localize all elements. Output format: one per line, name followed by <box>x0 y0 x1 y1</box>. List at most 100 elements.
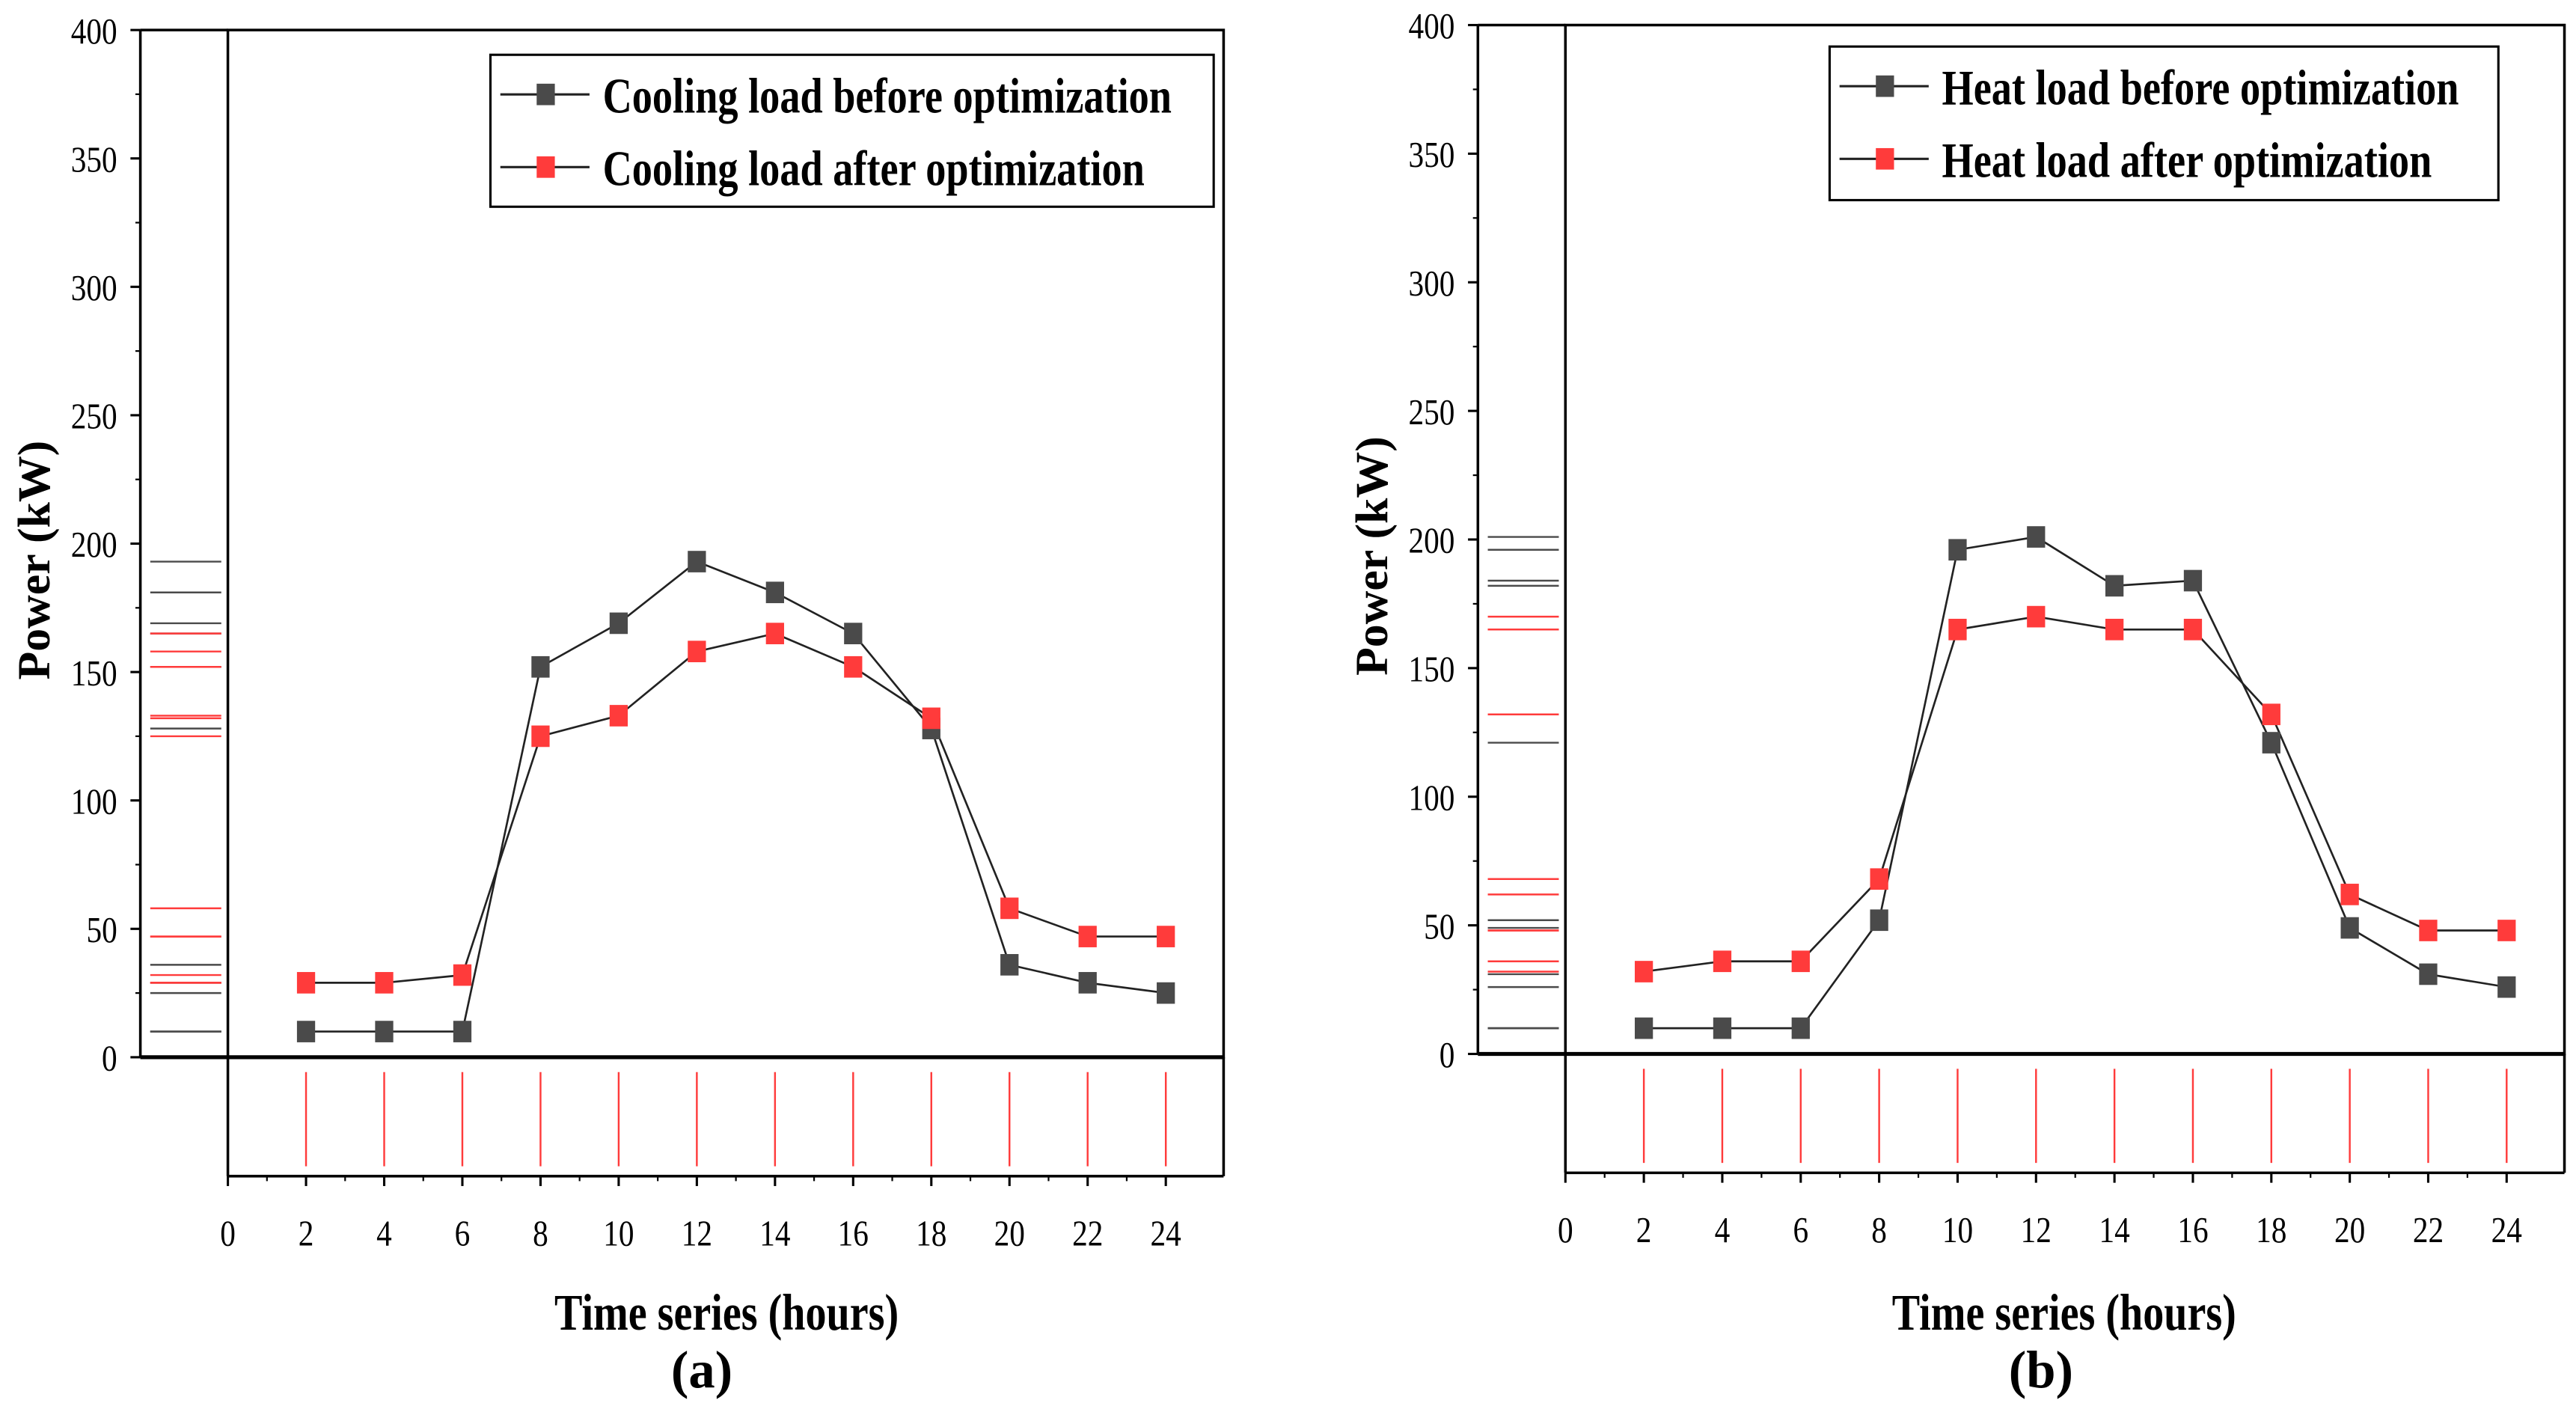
data-point-before <box>1791 1017 1810 1039</box>
x-tick-label: 18 <box>916 1213 946 1253</box>
x-tick-label: 0 <box>220 1213 236 1253</box>
legend-item: Heat load after optimization <box>1839 134 2432 189</box>
x-tick-label: 22 <box>1072 1213 1103 1253</box>
data-point-before <box>1000 954 1019 976</box>
y-tick-label: 400 <box>1409 6 1455 46</box>
data-point-after <box>296 972 316 994</box>
data-point-after <box>2419 920 2438 941</box>
legend-item: Cooling load after optimization <box>500 142 1145 197</box>
x-tick-label: 20 <box>2334 1210 2365 1250</box>
data-point-before <box>2419 963 2438 985</box>
x-tick-label: 8 <box>533 1213 548 1253</box>
x-tick-label: 10 <box>1942 1210 1973 1250</box>
legend-marker <box>1876 147 1894 170</box>
y-tick-label: 400 <box>71 11 117 52</box>
y-tick-label: 0 <box>1440 1035 1455 1075</box>
x-tick-label: 10 <box>603 1213 634 1253</box>
x-tick-label: 4 <box>376 1213 392 1253</box>
data-point-after <box>765 623 784 644</box>
data-point-after <box>688 641 706 663</box>
data-point-after <box>844 655 863 678</box>
y-tick-label: 350 <box>71 139 117 180</box>
x-tick-label: 0 <box>1558 1210 1573 1250</box>
data-point-after <box>922 707 940 730</box>
y-tick-label: 150 <box>1409 649 1455 689</box>
x-tick-label: 12 <box>2021 1210 2052 1250</box>
y-tick-label: 350 <box>1409 135 1455 175</box>
data-point-before <box>1157 982 1175 1004</box>
y-tick-label: 0 <box>102 1038 117 1078</box>
data-point-before <box>688 551 706 572</box>
legend-marker <box>1876 75 1894 97</box>
legend-item: Cooling load before optimization <box>500 70 1172 124</box>
legend-marker <box>536 156 555 178</box>
legend-item: Heat load before optimization <box>1839 61 2459 116</box>
data-point-after <box>1157 926 1175 947</box>
series-line-after <box>306 632 1166 984</box>
data-point-after <box>1791 950 1810 973</box>
series-line-before <box>1644 536 2507 1030</box>
x-tick-label: 6 <box>1793 1210 1808 1250</box>
data-point-before <box>1078 972 1097 994</box>
y-axis-label: Power (kW) <box>1347 436 1398 676</box>
data-point-before <box>453 1021 472 1042</box>
legend-box <box>489 53 1215 208</box>
data-point-after <box>2262 703 2280 726</box>
data-point-before <box>2262 732 2280 754</box>
y-tick-label: 50 <box>1424 906 1454 947</box>
data-point-after <box>2105 618 2124 641</box>
x-tick-label: 24 <box>1151 1213 1181 1253</box>
x-tick-label: 14 <box>759 1213 790 1253</box>
x-tick-label: 18 <box>2256 1210 2286 1250</box>
legend-label: Cooling load after optimization <box>603 142 1145 197</box>
data-point-after <box>1948 618 1967 641</box>
panel-label: (a) <box>671 1341 732 1399</box>
x-tick-label: 2 <box>299 1213 314 1253</box>
data-point-before <box>844 623 863 644</box>
y-tick-label: 300 <box>71 268 117 308</box>
data-point-before <box>1870 909 1888 932</box>
data-point-after <box>2497 920 2516 941</box>
data-point-before <box>609 612 628 635</box>
x-tick-label: 22 <box>2413 1210 2444 1250</box>
data-point-after <box>1634 961 1653 982</box>
legend: Heat load before optimization Heat load a… <box>1828 45 2500 201</box>
data-point-before <box>2183 569 2203 592</box>
data-point-after <box>2027 605 2046 628</box>
data-point-after <box>2340 884 2359 905</box>
data-point-after <box>1713 950 1732 973</box>
y-tick-label: 300 <box>1409 263 1455 304</box>
data-point-before <box>1634 1017 1653 1039</box>
data-point-before <box>375 1021 394 1042</box>
x-axis-label: Time series (hours) <box>1892 1284 2236 1342</box>
data-point-after <box>1000 897 1019 920</box>
data-point-after <box>609 705 628 727</box>
x-tick-label: 8 <box>1871 1210 1887 1250</box>
x-tick-label: 16 <box>838 1213 869 1253</box>
series-line-after <box>1643 615 2507 973</box>
y-tick-label: 100 <box>71 781 117 822</box>
y-tick-label: 150 <box>71 653 117 694</box>
y-tick-label: 50 <box>86 910 117 950</box>
y-tick-label: 200 <box>71 525 117 565</box>
x-tick-label: 16 <box>2177 1210 2208 1250</box>
data-point-after <box>375 972 394 994</box>
legend-box <box>1828 45 2500 201</box>
data-point-after <box>2183 618 2203 641</box>
panel-label: (b) <box>2009 1341 2073 1399</box>
series-line-before <box>306 560 1166 1033</box>
legend-label: Heat load after optimization <box>1942 134 2432 189</box>
data-point-before <box>1713 1017 1732 1039</box>
data-point-after <box>453 964 472 986</box>
x-tick-label: 4 <box>1715 1210 1731 1250</box>
x-tick-label: 14 <box>2099 1210 2129 1250</box>
y-tick-label: 250 <box>1409 392 1455 433</box>
x-tick-label: 20 <box>994 1213 1025 1253</box>
legend-label: Heat load before optimization <box>1942 61 2459 115</box>
y-tick-label: 200 <box>1409 521 1455 561</box>
data-point-before <box>2105 575 2124 597</box>
